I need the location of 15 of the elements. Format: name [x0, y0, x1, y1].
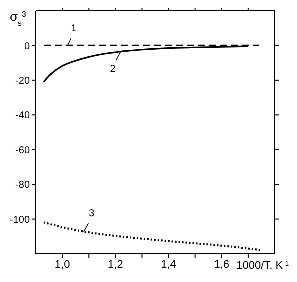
- y-tick-label: -20: [16, 76, 30, 87]
- annotation: 2: [110, 64, 116, 75]
- line-series: [42, 222, 262, 252]
- y-tick-label: -80: [16, 180, 30, 192]
- x-tick-label: 1,0: [54, 258, 70, 271]
- y-tick-label: 0: [24, 41, 30, 52]
- y-tick-label: -100: [10, 214, 30, 226]
- y-tick-label: -60: [16, 145, 30, 156]
- x-tick-label: 1,4: [161, 258, 176, 271]
- annotation: 1: [71, 24, 78, 35]
- annotation: 3: [89, 208, 96, 220]
- x-tick-label: 1,2: [108, 258, 124, 271]
- x-tick-label: 1,6: [214, 258, 230, 271]
- x-axis-title: 1000/T, K$^{-1}$: [236, 260, 290, 272]
- y-tick-label: -40: [16, 110, 30, 122]
